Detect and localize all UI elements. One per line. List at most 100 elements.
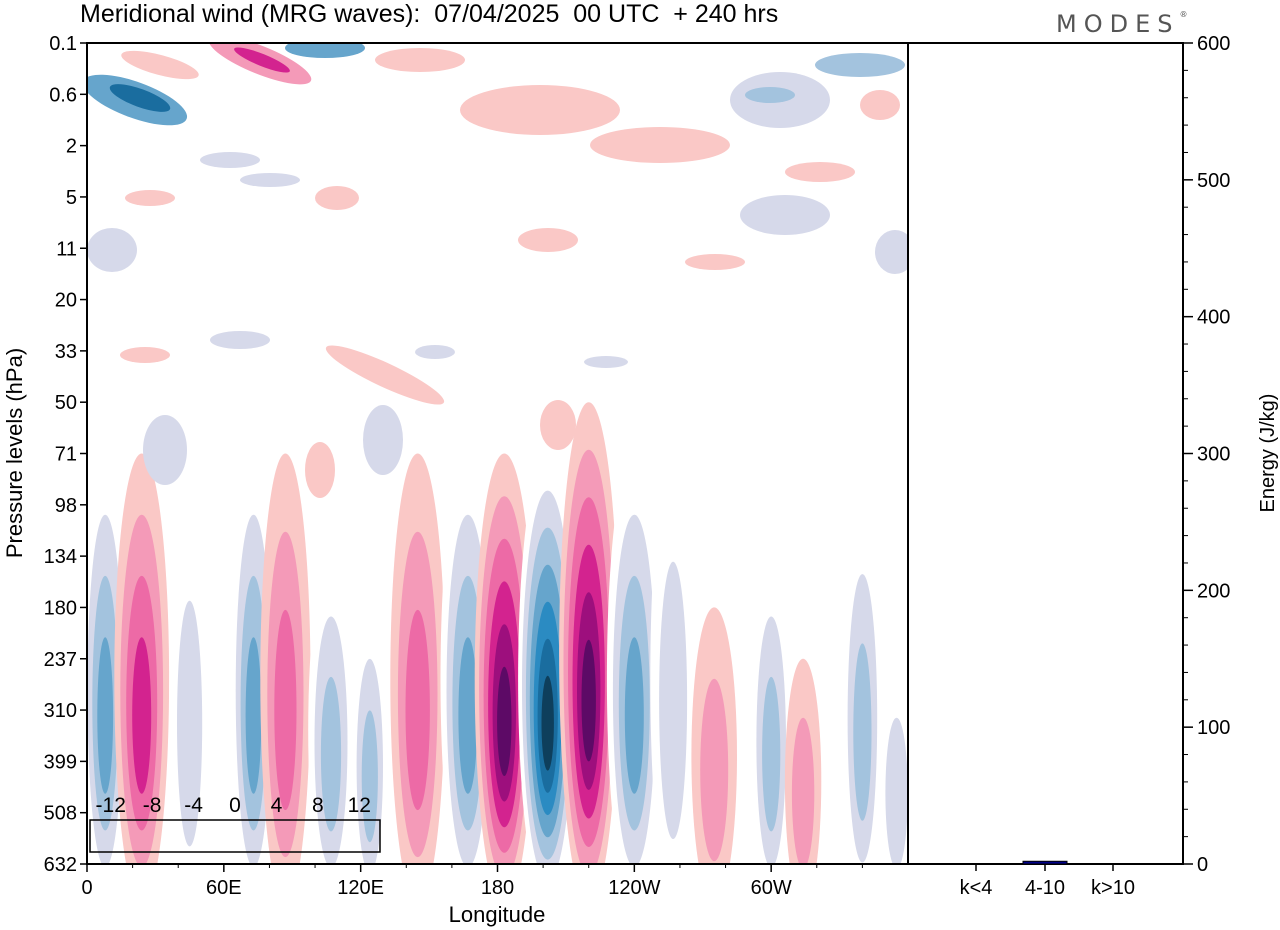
colorbar-label: -8 — [143, 794, 162, 817]
contour-band — [624, 637, 644, 794]
y-tick-label: 180 — [44, 597, 77, 619]
contour-blob — [363, 405, 403, 475]
contour-blob — [860, 90, 900, 120]
contour-band — [274, 609, 297, 811]
colorbar-label: 12 — [348, 794, 371, 817]
energy-frame — [907, 42, 1184, 865]
contour-band — [581, 639, 596, 762]
contour-blob — [740, 195, 830, 235]
colorbar-label: 4 — [271, 794, 283, 817]
energy-tick-label: 200 — [1197, 580, 1230, 602]
contour-blob — [143, 415, 187, 485]
contour-blob — [234, 47, 290, 73]
contour-blob — [460, 85, 620, 135]
contour-field — [87, 402, 908, 864]
contour-band — [700, 678, 729, 862]
contour-blob — [109, 84, 171, 112]
contour-band — [458, 637, 478, 794]
contour-blob — [590, 127, 730, 163]
y-tick-label: 310 — [44, 700, 77, 722]
colorbar-label: 0 — [229, 794, 241, 817]
contour-band — [497, 666, 512, 777]
y-tick-label: 237 — [44, 649, 77, 671]
colorbar-label: -4 — [184, 794, 203, 817]
y-tick-label: 20 — [55, 290, 77, 312]
contour-band — [132, 637, 152, 794]
contour-blob — [285, 43, 365, 58]
colorbar-label: 8 — [312, 794, 324, 817]
energy-bar — [1022, 860, 1068, 865]
energy-tick-label: 300 — [1197, 444, 1230, 466]
contour-blob — [125, 190, 175, 206]
energy-tick-label: 100 — [1197, 717, 1230, 739]
x-tick-label: 60E — [206, 877, 242, 899]
contour-band — [853, 643, 872, 821]
contour-band — [541, 675, 554, 771]
contour-blob — [785, 162, 855, 182]
contour-blob — [305, 442, 335, 498]
x-tick-label: 60W — [751, 877, 792, 899]
x-axis-label: Longitude — [449, 902, 546, 927]
contour-band — [791, 717, 815, 864]
y-tick-label: 632 — [44, 854, 77, 876]
x-tick-label: 120W — [608, 877, 660, 899]
energy-cat-label: 4-10 — [1025, 877, 1065, 899]
y-tick-label: 5 — [66, 187, 77, 209]
colorbar-frame — [89, 819, 381, 853]
x-tick-label: 180 — [481, 877, 514, 899]
energy-tick-label: 400 — [1197, 307, 1230, 329]
energy-tick-label: 500 — [1197, 170, 1230, 192]
contour-blob — [210, 331, 270, 349]
contour-band — [405, 609, 430, 811]
y-tick-label: 508 — [44, 803, 77, 825]
y-tick-label: 134 — [44, 546, 77, 568]
contour-band — [659, 561, 688, 840]
contour-blob — [121, 50, 199, 80]
contour-band — [320, 676, 342, 832]
contour-blob — [584, 356, 628, 368]
contour-band — [361, 710, 378, 843]
contour-blob — [315, 186, 359, 210]
y-tick-label: 98 — [55, 495, 77, 517]
contour-blob — [815, 53, 905, 77]
contour-blob — [875, 230, 908, 274]
contour-band — [762, 676, 781, 832]
contour-blob — [518, 228, 578, 252]
y-axis-label: Pressure levels (hPa) — [2, 348, 27, 558]
axes: 0.1 0.6 2 5 11 20 33 50 71 98 134 180 237 310 399 508 63… — [44, 33, 1184, 899]
y-tick-label: 399 — [44, 751, 77, 773]
y-tick-label: 11 — [56, 238, 77, 260]
contour-blob — [685, 254, 745, 270]
contour-blob — [120, 347, 170, 363]
contour-blob — [540, 400, 576, 450]
x-tick-label: 120E — [337, 877, 384, 899]
contour-blob — [240, 173, 300, 187]
y-tick-label: 2 — [66, 136, 77, 158]
contour-blob — [415, 345, 455, 359]
upper-contours — [87, 43, 908, 498]
colorbar-label: -12 — [96, 794, 126, 817]
x-tick-label: 0 — [81, 877, 92, 899]
y-tick-label: 33 — [55, 341, 77, 363]
energy-tick-label: 600 — [1197, 33, 1230, 55]
contour-blob — [745, 87, 795, 103]
chart-title: Meridional wind (MRG waves): 07/04/2025 … — [80, 0, 779, 28]
energy-tick-label: 0 — [1197, 854, 1208, 876]
energy-panel: 0 100 200 300 400 500 600 k<4 4-10 k>10 — [960, 33, 1231, 899]
y-tick-label: 71 — [55, 444, 77, 466]
contour-blob — [200, 152, 260, 168]
contour-blob — [375, 48, 465, 72]
contour-blob — [325, 345, 445, 405]
y-tick-label: 0.6 — [49, 84, 77, 106]
energy-cat-label: k>10 — [1091, 877, 1135, 899]
modes-logo: MODES® — [1056, 10, 1188, 38]
y-tick-label: 0.1 — [49, 33, 77, 55]
contour-blob — [87, 228, 137, 272]
contour-band — [177, 600, 203, 847]
contour-band — [97, 637, 114, 794]
colorbar: -12 -8 -4 0 4 8 12 — [89, 794, 381, 853]
contour-band — [245, 637, 262, 794]
energy-axis-label: Energy (J/kg) — [1257, 394, 1279, 513]
contour-band — [885, 717, 908, 864]
